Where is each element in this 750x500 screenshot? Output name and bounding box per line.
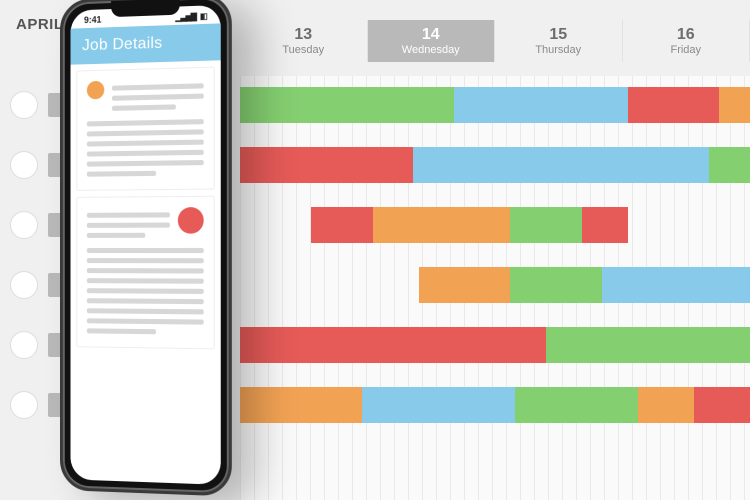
phone-screen: 9:41 ▁▃▅▇ ▮▯ Job Details [71,5,221,485]
gantt-header-row: 13 Tuesday14 Wednesday15 Thursday16 Frid… [240,20,750,62]
day-of-week: Tuesday [240,44,367,56]
day-number: 13 [240,26,367,44]
placeholder-line [87,171,157,177]
phone-body: 9:41 ▁▃▅▇ ▮▯ Job Details [60,0,232,497]
detail-card[interactable] [76,67,214,191]
gantt-segment[interactable] [240,327,546,363]
app-header: Job Details [71,23,221,64]
placeholder-line [87,140,204,147]
placeholder-line [87,223,170,228]
gantt-segment[interactable] [515,387,637,423]
placeholder-line [87,268,204,273]
avatar [10,91,38,119]
day-number: 15 [495,26,622,44]
gantt-segment[interactable] [413,147,709,183]
gantt-segment[interactable] [709,147,750,183]
placeholder-line [87,160,204,167]
bar-track [240,387,750,423]
bar-track [240,327,750,363]
gantt-segment[interactable] [311,207,372,243]
day-header-cell[interactable]: 14 Wednesday [368,20,496,62]
placeholder-line [87,119,204,126]
gantt-segment[interactable] [510,267,602,303]
gantt-segment[interactable] [602,267,750,303]
avatar [10,331,38,359]
day-of-week: Friday [623,44,750,56]
status-dot-icon [87,81,104,100]
gantt-segment[interactable] [638,387,694,423]
day-of-week: Wednesday [368,44,495,56]
day-number: 14 [368,26,495,44]
placeholder-line [112,94,204,101]
bar-track [240,87,750,123]
placeholder-line [87,278,204,284]
gantt-segment[interactable] [454,87,627,123]
battery-icon: ▮▯ [200,11,207,20]
gantt-segment[interactable] [510,207,581,243]
app-header-title: Job Details [82,35,162,55]
day-of-week: Thursday [495,44,622,56]
gantt-segment[interactable] [362,387,515,423]
status-dot-icon [178,207,204,234]
gantt-segment[interactable] [419,267,511,303]
gantt-segment[interactable] [373,207,511,243]
status-time: 9:41 [84,14,101,25]
placeholder-line [87,233,145,238]
placeholder-line [87,308,204,314]
avatar [10,271,38,299]
placeholder-line [87,298,204,304]
day-header-cell[interactable]: 15 Thursday [495,20,623,62]
placeholder-line [87,129,204,136]
placeholder-line [87,288,204,294]
gantt-segment[interactable] [546,327,750,363]
day-header-cell[interactable]: 16 Friday [623,20,750,62]
placeholder-line [87,258,204,263]
bar-track [240,267,750,303]
placeholder-line [112,104,176,110]
avatar [10,151,38,179]
phone-notch [111,0,180,17]
placeholder-line [87,150,204,157]
placeholder-line [87,328,157,334]
avatar [10,211,38,239]
signal-icon: ▁▃▅▇ [175,11,195,21]
gantt-segment[interactable] [719,87,750,123]
gantt-segment[interactable] [240,87,454,123]
day-number: 16 [623,26,750,44]
gantt-segment[interactable] [582,207,628,243]
status-right: ▁▃▅▇ ▮▯ [175,11,206,21]
avatar [10,391,38,419]
placeholder-line [87,248,204,253]
gantt-segment[interactable] [694,387,750,423]
detail-card[interactable] [76,196,214,350]
phone-mockup: 9:41 ▁▃▅▇ ▮▯ Job Details [60,0,250,500]
gantt-segment[interactable] [240,147,413,183]
day-header-cell[interactable]: 13 Tuesday [240,20,368,62]
bar-track [240,147,750,183]
gantt-segment[interactable] [240,387,362,423]
placeholder-line [87,212,170,218]
phone-cards [71,66,221,349]
gantt-segment[interactable] [628,87,720,123]
placeholder-line [87,318,204,324]
bar-track [240,207,750,243]
placeholder-line [112,83,204,90]
